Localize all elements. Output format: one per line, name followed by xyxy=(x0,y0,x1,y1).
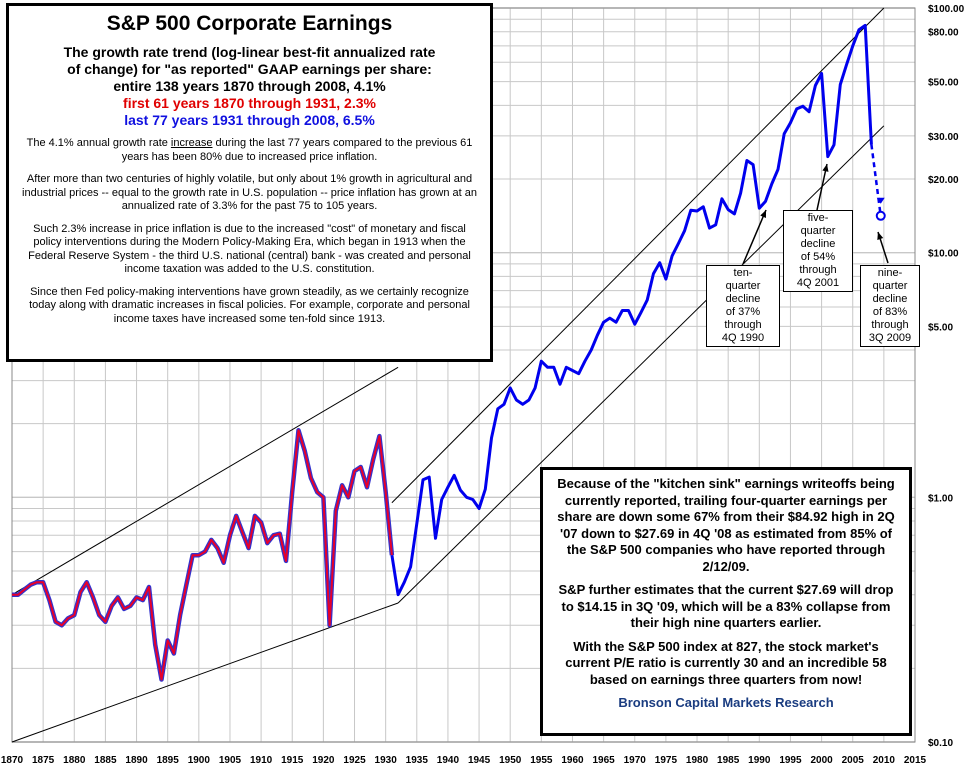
x-tick-label: 1915 xyxy=(281,755,304,766)
trend-line-lower xyxy=(397,125,885,604)
x-axis-ticks: 1870 1875 1880 1885 1890 1895 1900 1905 1910 1915… xyxy=(1,755,927,766)
note-1: Because of the "kitchen sink" earnings w… xyxy=(557,476,895,574)
subtitle-line-3: entire 138 years 1870 through 2008, 4.1% xyxy=(113,78,386,94)
note-3: With the S&P 500 index at 827, the stock… xyxy=(565,638,887,687)
x-tick-label: 1990 xyxy=(748,755,771,766)
arrow-1990 xyxy=(742,209,767,265)
callout-line: through xyxy=(871,319,909,331)
callout-five-quarter: five- quarter decline of 54% through 4Q … xyxy=(783,210,853,292)
y-tick-label: $1.00 xyxy=(928,493,953,504)
x-tick-label: 1875 xyxy=(32,755,55,766)
x-tick-label: 1975 xyxy=(655,755,678,766)
series-modern-line xyxy=(390,23,873,597)
x-tick-label: 1935 xyxy=(406,755,429,766)
trend-line-upper xyxy=(391,7,885,504)
callout-line: through xyxy=(724,319,762,331)
y-tick-label: $20.00 xyxy=(928,175,959,186)
subtitle-line-5: last 77 years 1931 through 2008, 6.5% xyxy=(124,112,375,128)
series-early-shadow xyxy=(12,428,395,682)
y-axis-ticks: $100.00 $80.00 $50.00 $30.00 $20.00 $10.00 $5.… xyxy=(928,4,965,749)
trend-line-upper xyxy=(11,366,399,596)
x-tick-label: 2005 xyxy=(842,755,865,766)
y-tick-label: $0.10 xyxy=(928,738,953,749)
paragraph-2: After more than two centuries of highly … xyxy=(22,173,477,212)
callout-ten-quarter: ten- quarter decline of 37% through 4Q 1… xyxy=(706,265,780,347)
callout-nine-quarter: nine- quarter decline of 83% through 3Q … xyxy=(860,265,920,347)
callout-line: decline xyxy=(872,293,908,305)
paragraph-4: Since then Fed policy-making interventio… xyxy=(29,285,470,325)
x-tick-label: 1985 xyxy=(717,755,740,766)
y-tick-label: $30.00 xyxy=(928,132,959,143)
x-tick-label: 2000 xyxy=(810,755,833,766)
subtitle-line-1: The growth rate trend (log-linear best-f… xyxy=(63,44,436,60)
paragraph-1-end: during the last 77 years compared to the… xyxy=(121,137,473,163)
callout-line: quarter xyxy=(872,280,908,292)
x-tick-label: 1980 xyxy=(686,755,709,766)
paragraph-1-underlined: increase xyxy=(170,137,213,149)
x-tick-label: 1910 xyxy=(250,755,273,766)
note-2: S&P further estimates that the current $… xyxy=(558,582,894,630)
projected-point xyxy=(875,210,886,221)
x-tick-label: 1955 xyxy=(530,755,553,766)
callout-line: quarter xyxy=(725,280,761,292)
callout-line: five- xyxy=(807,212,829,224)
callout-line: 4Q 2001 xyxy=(796,277,840,289)
x-tick-label: 1925 xyxy=(343,755,366,766)
callout-line: 4Q 1990 xyxy=(721,332,765,344)
y-tick-label: $5.00 xyxy=(928,322,953,333)
credit: Bronson Capital Markets Research xyxy=(618,695,834,710)
x-tick-label: 1880 xyxy=(63,755,86,766)
x-tick-label: 1965 xyxy=(592,755,615,766)
subtitle-line-4: first 61 years 1870 through 1931, 2.3% xyxy=(123,95,376,111)
x-tick-label: 1895 xyxy=(157,755,180,766)
info-box: S&P 500 Corporate Earnings The growth ra… xyxy=(6,3,493,362)
x-tick-label: 1870 xyxy=(1,755,24,766)
trend-channels xyxy=(11,7,885,743)
callout-line: of 54% xyxy=(800,251,836,263)
callout-arrows xyxy=(742,163,889,265)
y-tick-label: $50.00 xyxy=(928,78,959,89)
chart-title: S&P 500 Corporate Earnings xyxy=(106,12,393,35)
x-tick-label: 1885 xyxy=(94,755,117,766)
callout-line: quarter xyxy=(800,225,836,237)
callout-line: through xyxy=(799,264,837,276)
arrow-2009-head xyxy=(877,232,884,240)
notes-box: Because of the "kitchen sink" earnings w… xyxy=(540,467,912,736)
callout-line: ten- xyxy=(733,267,753,279)
callout-line: 3Q 2009 xyxy=(868,332,912,344)
arrow-2001 xyxy=(816,163,828,211)
earnings-series xyxy=(12,23,886,682)
x-tick-label: 1905 xyxy=(219,755,242,766)
callout-line: nine- xyxy=(877,267,903,279)
series-early-line xyxy=(12,429,393,681)
callout-line: decline xyxy=(725,293,761,305)
x-tick-label: 1960 xyxy=(561,755,584,766)
callout-line: decline xyxy=(800,238,836,250)
callout-line: of 37% xyxy=(725,306,761,318)
x-tick-label: 1920 xyxy=(312,755,335,766)
x-tick-label: 1995 xyxy=(779,755,802,766)
x-tick-label: 1900 xyxy=(188,755,211,766)
series-projection-line xyxy=(870,144,882,216)
x-tick-label: 1890 xyxy=(125,755,148,766)
x-tick-label: 1970 xyxy=(624,755,647,766)
paragraph-1-start: The 4.1% annual growth rate xyxy=(26,137,171,149)
trend-line-lower xyxy=(11,602,399,743)
subtitle-line-2: of change) for "as reported" GAAP earnin… xyxy=(67,61,432,77)
paragraph-3: Such 2.3% increase in price inflation is… xyxy=(28,222,471,276)
y-tick-label: $10.00 xyxy=(928,249,959,260)
x-tick-label: 2010 xyxy=(873,755,896,766)
paragraph-1: The 4.1% annual growth rate increase dur… xyxy=(21,137,478,164)
x-tick-label: 1940 xyxy=(437,755,460,766)
arrow-2001-head xyxy=(822,164,829,172)
arrow-1990-head xyxy=(760,210,766,218)
y-tick-label: $100.00 xyxy=(928,4,965,15)
x-tick-label: 2015 xyxy=(904,755,927,766)
x-tick-label: 1945 xyxy=(468,755,491,766)
y-tick-label: $80.00 xyxy=(928,28,959,39)
projection-arrowhead xyxy=(876,197,885,204)
x-tick-label: 1930 xyxy=(375,755,398,766)
callout-line: of 83% xyxy=(872,306,908,318)
x-tick-label: 1950 xyxy=(499,755,522,766)
